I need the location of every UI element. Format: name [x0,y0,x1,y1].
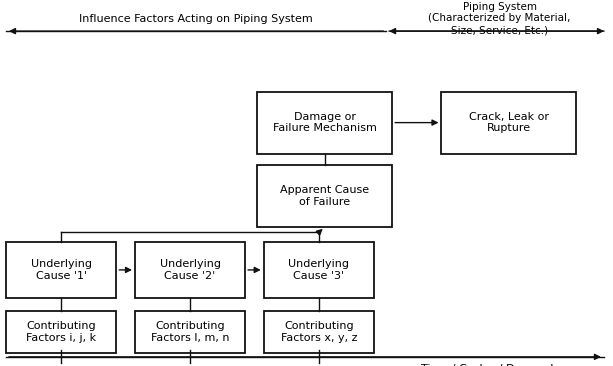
FancyBboxPatch shape [6,311,116,353]
Text: Time / Cycles / Demands: Time / Cycles / Demands [421,364,560,366]
Text: Influence Factors Acting on Piping System: Influence Factors Acting on Piping Syste… [79,14,313,24]
FancyBboxPatch shape [441,92,576,154]
FancyBboxPatch shape [264,242,374,298]
Text: Apparent Cause
of Failure: Apparent Cause of Failure [280,185,370,207]
FancyBboxPatch shape [257,92,392,154]
Text: Contributing
Factors i, j, k: Contributing Factors i, j, k [26,321,96,343]
Text: Crack, Leak or
Rupture: Crack, Leak or Rupture [469,112,549,134]
Text: Underlying
Cause '3': Underlying Cause '3' [288,259,349,281]
Text: Underlying
Cause '2': Underlying Cause '2' [159,259,221,281]
Text: Underlying
Cause '1': Underlying Cause '1' [31,259,92,281]
FancyBboxPatch shape [135,242,245,298]
FancyBboxPatch shape [257,165,392,227]
FancyBboxPatch shape [6,242,116,298]
Text: Piping System
(Characterized by Material,
Size, Service, Etc.): Piping System (Characterized by Material… [428,2,571,35]
FancyBboxPatch shape [264,311,374,353]
Text: Damage or
Failure Mechanism: Damage or Failure Mechanism [273,112,377,134]
Text: Contributing
Factors x, y, z: Contributing Factors x, y, z [281,321,357,343]
Text: Contributing
Factors l, m, n: Contributing Factors l, m, n [151,321,229,343]
FancyBboxPatch shape [135,311,245,353]
